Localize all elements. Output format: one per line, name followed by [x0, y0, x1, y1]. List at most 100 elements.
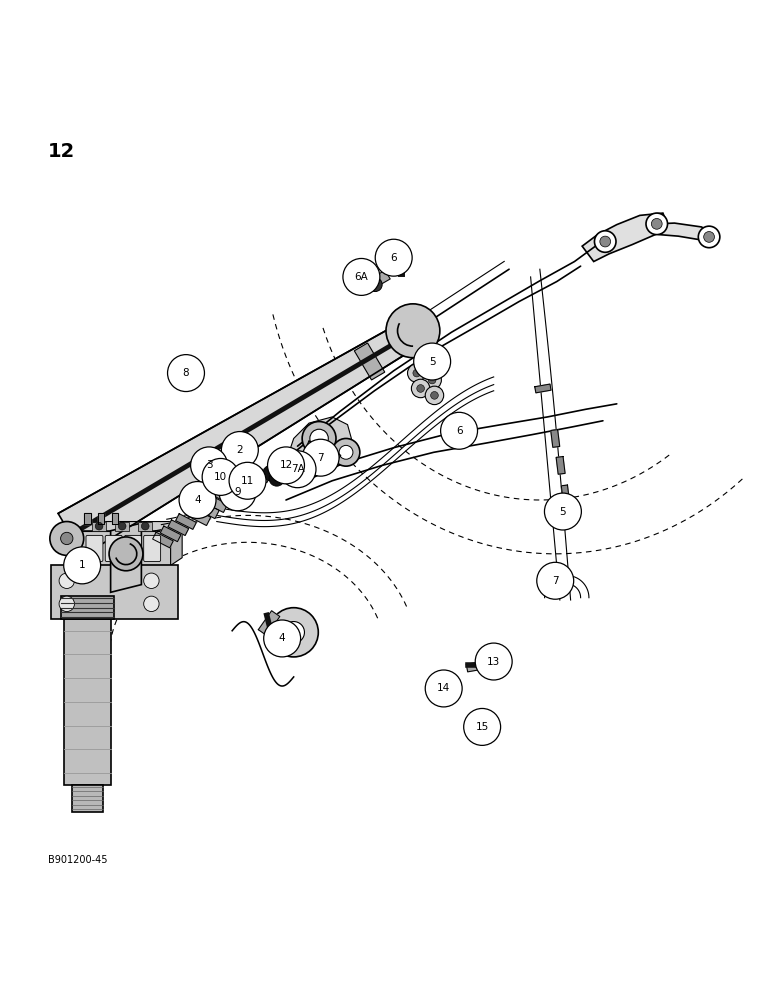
Circle shape: [537, 562, 574, 599]
Polygon shape: [550, 430, 560, 447]
Polygon shape: [98, 513, 104, 524]
Circle shape: [64, 547, 100, 584]
Polygon shape: [110, 523, 141, 592]
FancyBboxPatch shape: [115, 522, 129, 531]
Circle shape: [118, 522, 126, 530]
Polygon shape: [582, 213, 667, 262]
Circle shape: [425, 670, 462, 707]
Polygon shape: [52, 565, 178, 619]
Polygon shape: [61, 596, 114, 619]
Circle shape: [229, 462, 266, 499]
Circle shape: [61, 532, 73, 545]
Circle shape: [343, 258, 380, 295]
Circle shape: [413, 369, 421, 377]
Polygon shape: [168, 520, 188, 535]
Polygon shape: [72, 785, 103, 812]
Text: 5: 5: [428, 357, 435, 367]
Circle shape: [704, 232, 714, 242]
FancyBboxPatch shape: [86, 535, 103, 562]
Circle shape: [431, 392, 438, 399]
Polygon shape: [161, 526, 181, 542]
Circle shape: [141, 522, 149, 530]
Circle shape: [464, 708, 500, 745]
Polygon shape: [535, 384, 551, 393]
Circle shape: [332, 438, 360, 466]
Circle shape: [269, 471, 284, 486]
Circle shape: [646, 213, 668, 235]
Text: 5: 5: [560, 507, 566, 517]
Text: 9: 9: [234, 487, 241, 497]
Polygon shape: [84, 513, 90, 524]
FancyBboxPatch shape: [124, 535, 141, 562]
Circle shape: [368, 278, 382, 292]
Text: 7: 7: [317, 453, 324, 463]
Polygon shape: [319, 443, 341, 462]
Polygon shape: [561, 485, 569, 500]
Circle shape: [219, 474, 256, 511]
Polygon shape: [286, 417, 351, 468]
Circle shape: [109, 537, 143, 571]
Circle shape: [283, 622, 304, 643]
Circle shape: [411, 379, 430, 398]
Circle shape: [544, 493, 581, 530]
Text: 6: 6: [391, 253, 397, 263]
Circle shape: [202, 458, 239, 495]
Circle shape: [263, 465, 279, 481]
Text: 1: 1: [79, 560, 86, 570]
Polygon shape: [112, 513, 118, 524]
Circle shape: [264, 620, 300, 657]
Polygon shape: [65, 619, 110, 785]
Circle shape: [425, 386, 444, 405]
Text: 10: 10: [214, 472, 227, 482]
Circle shape: [417, 385, 425, 392]
Polygon shape: [195, 500, 219, 519]
Circle shape: [594, 231, 616, 252]
Circle shape: [191, 447, 228, 484]
Circle shape: [414, 343, 451, 380]
Text: 4: 4: [279, 633, 286, 643]
Polygon shape: [259, 611, 279, 635]
Circle shape: [59, 596, 74, 612]
Text: 2: 2: [236, 445, 243, 455]
Circle shape: [95, 522, 103, 530]
Polygon shape: [306, 441, 324, 454]
Circle shape: [339, 445, 353, 459]
Circle shape: [441, 412, 478, 449]
Text: 15: 15: [476, 722, 489, 732]
Circle shape: [476, 643, 512, 680]
Text: 4: 4: [195, 495, 201, 505]
Text: 13: 13: [487, 657, 500, 667]
FancyBboxPatch shape: [144, 535, 161, 562]
Polygon shape: [153, 532, 173, 548]
Polygon shape: [176, 514, 196, 529]
Text: 12: 12: [279, 460, 293, 470]
Polygon shape: [240, 467, 255, 479]
Polygon shape: [78, 522, 171, 531]
Polygon shape: [268, 622, 286, 643]
Circle shape: [386, 304, 440, 358]
Polygon shape: [466, 659, 498, 672]
Polygon shape: [186, 507, 211, 526]
Circle shape: [310, 429, 328, 448]
Circle shape: [652, 218, 662, 229]
FancyBboxPatch shape: [105, 535, 122, 562]
Polygon shape: [58, 322, 417, 556]
Text: 11: 11: [241, 476, 254, 486]
Text: 14: 14: [437, 683, 450, 693]
Circle shape: [222, 432, 259, 468]
Circle shape: [179, 482, 216, 518]
Circle shape: [144, 596, 159, 612]
Circle shape: [375, 239, 412, 276]
Circle shape: [279, 451, 316, 488]
Circle shape: [59, 573, 74, 588]
Text: 6A: 6A: [354, 272, 368, 282]
Text: 3: 3: [206, 460, 212, 470]
Circle shape: [408, 364, 426, 382]
Polygon shape: [203, 494, 228, 512]
Polygon shape: [556, 457, 565, 474]
Circle shape: [423, 371, 442, 389]
Circle shape: [144, 573, 159, 588]
Circle shape: [699, 226, 720, 248]
Circle shape: [302, 422, 336, 455]
Circle shape: [600, 236, 611, 247]
